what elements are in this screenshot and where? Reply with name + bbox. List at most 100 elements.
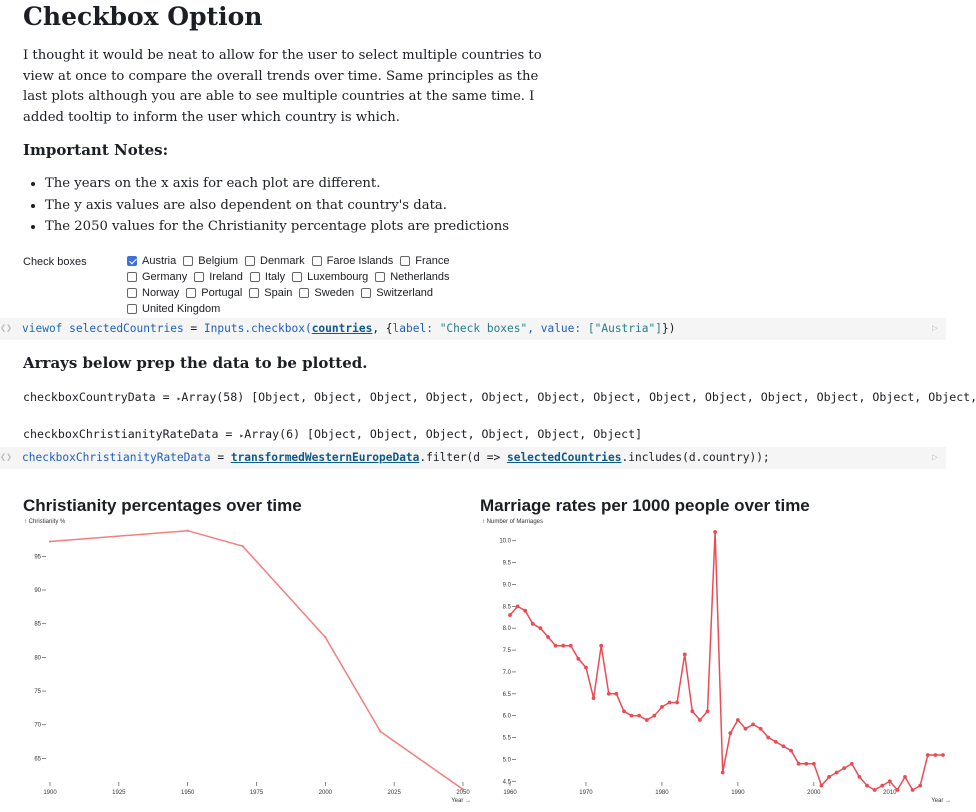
checkbox-option[interactable]: Portugal <box>186 287 242 299</box>
data-point[interactable] <box>713 530 718 534</box>
data-point[interactable] <box>796 761 801 766</box>
run-cell-icon[interactable]: ▷ <box>931 452 938 463</box>
data-point[interactable] <box>819 783 824 788</box>
data-point[interactable] <box>865 783 869 788</box>
checkbox-option[interactable]: Italy <box>249 271 285 283</box>
data-point[interactable] <box>530 621 535 626</box>
cell-toggle-icon[interactable]: ❮❯ <box>0 323 13 334</box>
data-point[interactable] <box>903 774 907 779</box>
checkbox-option[interactable]: Netherlands <box>375 271 450 283</box>
data-point[interactable] <box>538 626 543 631</box>
data-point[interactable] <box>675 700 680 705</box>
data-point[interactable] <box>553 643 558 648</box>
checkbox-option[interactable]: Ireland <box>194 271 243 283</box>
checkbox-unchecked[interactable] <box>186 288 197 298</box>
cell-toggle-icon[interactable]: ❮❯ <box>0 452 13 463</box>
checkbox-unchecked[interactable] <box>311 256 322 266</box>
data-point[interactable] <box>622 709 626 714</box>
checkbox-option[interactable]: Luxembourg <box>292 271 368 283</box>
checkbox-option[interactable]: Norway <box>127 287 179 299</box>
data-point[interactable] <box>324 636 327 639</box>
data-point[interactable] <box>880 783 885 788</box>
data-point[interactable] <box>941 753 945 757</box>
data-point[interactable] <box>728 731 733 736</box>
data-point[interactable] <box>895 788 900 792</box>
data-point[interactable] <box>606 691 611 696</box>
output-country-data[interactable]: checkboxCountryData = ▸Array(58) [Object… <box>23 390 976 404</box>
data-point[interactable] <box>614 691 619 696</box>
checkbox-unchecked[interactable] <box>127 288 137 298</box>
data-point[interactable] <box>933 753 938 757</box>
checkbox-unchecked[interactable] <box>183 256 194 266</box>
data-point[interactable] <box>591 696 596 701</box>
data-point[interactable] <box>842 766 847 771</box>
data-point[interactable] <box>660 705 664 709</box>
checkbox-unchecked[interactable] <box>292 272 303 282</box>
data-point[interactable] <box>751 722 755 727</box>
data-point[interactable] <box>599 643 604 648</box>
data-point[interactable] <box>857 774 862 779</box>
data-point[interactable] <box>811 761 816 766</box>
data-point[interactable] <box>918 783 923 788</box>
checkbox-unchecked[interactable] <box>245 256 255 266</box>
checkbox-unchecked[interactable] <box>375 272 386 282</box>
data-point[interactable] <box>827 774 831 779</box>
data-point[interactable] <box>834 770 839 775</box>
checkbox-unchecked[interactable] <box>127 272 137 282</box>
data-point[interactable] <box>508 613 512 617</box>
data-point[interactable] <box>186 529 189 532</box>
data-point[interactable] <box>523 608 528 613</box>
data-point[interactable] <box>773 739 778 744</box>
checkbox-unchecked[interactable] <box>194 272 205 282</box>
checkbox-option[interactable]: Spain <box>249 287 292 299</box>
checkbox-unchecked[interactable] <box>299 288 310 298</box>
checkbox-unchecked[interactable] <box>249 288 260 298</box>
data-point[interactable] <box>652 713 657 718</box>
data-point[interactable] <box>698 718 702 722</box>
data-point[interactable] <box>849 761 854 766</box>
data-point[interactable] <box>667 700 672 705</box>
data-point[interactable] <box>515 604 520 609</box>
data-point[interactable] <box>781 744 786 749</box>
checkbox-unchecked[interactable] <box>249 272 260 282</box>
data-point[interactable] <box>546 635 550 639</box>
data-point[interactable] <box>705 709 710 714</box>
data-point[interactable] <box>461 788 465 791</box>
data-point[interactable] <box>682 652 687 657</box>
code-text[interactable]: checkboxChristianityRateData = transform… <box>22 447 770 469</box>
code-text[interactable]: viewof selectedCountries = Inputs.checkb… <box>22 318 675 340</box>
checkbox-unchecked[interactable] <box>127 304 137 314</box>
checkbox-option[interactable]: France <box>400 255 450 267</box>
data-point[interactable] <box>637 713 642 718</box>
data-point[interactable] <box>720 770 725 775</box>
data-point[interactable] <box>690 709 695 714</box>
checkbox-option[interactable]: Austria <box>127 255 176 267</box>
run-cell-icon[interactable]: ▷ <box>931 323 938 334</box>
checkbox-option[interactable]: United Kingdom <box>127 303 220 315</box>
checkbox-option[interactable]: Faroe Islands <box>311 255 393 267</box>
expand-icon[interactable]: ▸ <box>176 394 182 403</box>
data-point[interactable] <box>561 643 566 648</box>
data-point[interactable] <box>576 656 581 661</box>
data-point[interactable] <box>910 788 915 792</box>
data-point[interactable] <box>644 718 649 722</box>
data-point[interactable] <box>804 761 809 766</box>
checkbox-option[interactable]: Denmark <box>245 255 305 267</box>
data-point[interactable] <box>584 665 588 670</box>
checkbox-option[interactable]: Belgium <box>183 255 238 267</box>
checkbox-unchecked[interactable] <box>400 256 411 266</box>
data-point[interactable] <box>241 545 244 548</box>
expand-icon[interactable]: ▸ <box>239 431 245 440</box>
data-point[interactable] <box>925 753 930 757</box>
checkbox-unchecked[interactable] <box>361 288 372 298</box>
checkbox-option[interactable]: Sweden <box>299 287 354 299</box>
code-cell-filter[interactable]: ❮❯ checkboxChristianityRateData = transf… <box>0 447 946 469</box>
code-cell-viewof[interactable]: ❮❯ viewof selectedCountries = Inputs.che… <box>0 318 946 340</box>
data-point[interactable] <box>48 540 52 543</box>
data-point[interactable] <box>766 735 771 740</box>
checkbox-option[interactable]: Germany <box>127 271 187 283</box>
checkbox-option[interactable]: Switzerland <box>361 287 433 299</box>
data-point[interactable] <box>872 788 877 792</box>
checkbox-checked[interactable] <box>127 256 137 266</box>
data-point[interactable] <box>379 730 382 733</box>
